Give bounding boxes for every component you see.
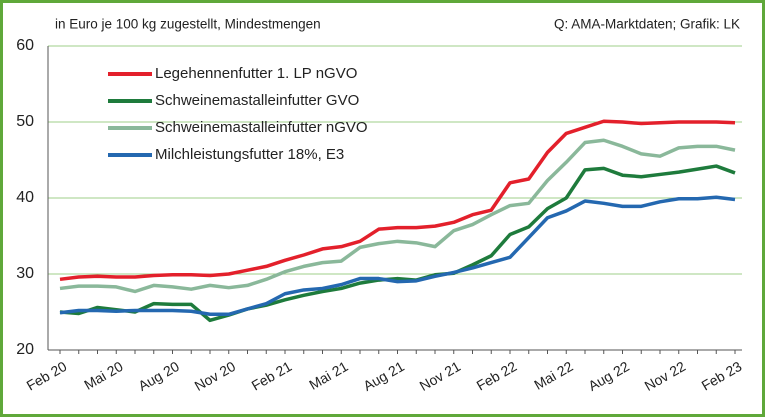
series-line (59, 138, 736, 294)
legend-label: Legehennenfutter 1. LP nGVO (155, 65, 357, 82)
source: Q: AMA-Marktdaten; Grafik: LK (554, 17, 740, 32)
x-tick-label: Feb 23 (699, 358, 745, 394)
x-tick-label: Mai 22 (531, 358, 576, 393)
y-tick-label: 30 (16, 265, 34, 282)
x-tick-label: Aug 21 (360, 358, 407, 394)
x-tick-label: Aug 20 (135, 358, 182, 394)
chart-title: in Euro je 100 kg zugestellt, Mindestmen… (55, 17, 321, 32)
x-tick-label: Feb 20 (24, 358, 70, 394)
x-tick-label: Feb 22 (474, 358, 520, 394)
legend-label: Milchleistungsfutter 18%, E3 (155, 146, 344, 163)
series-line (59, 119, 736, 282)
x-tick-label: Nov 21 (417, 358, 464, 394)
y-tick-label: 20 (16, 341, 34, 358)
x-tick-label: Nov 20 (192, 358, 239, 394)
x-tick-label: Feb 21 (249, 358, 295, 394)
series-line (59, 164, 736, 323)
legend-label: Schweinemastalleinfutter GVO (155, 92, 359, 109)
series-line (59, 195, 736, 317)
x-tick-label: Nov 22 (642, 358, 689, 394)
x-tick-label: Mai 20 (81, 358, 126, 393)
y-tick-label: 50 (16, 113, 34, 130)
x-tick-label: Aug 22 (585, 358, 632, 394)
y-tick-label: 60 (16, 37, 34, 54)
x-tick-label: Mai 21 (306, 358, 351, 393)
y-tick-label: 40 (16, 189, 34, 206)
legend-label: Schweinemastalleinfutter nGVO (155, 119, 368, 136)
